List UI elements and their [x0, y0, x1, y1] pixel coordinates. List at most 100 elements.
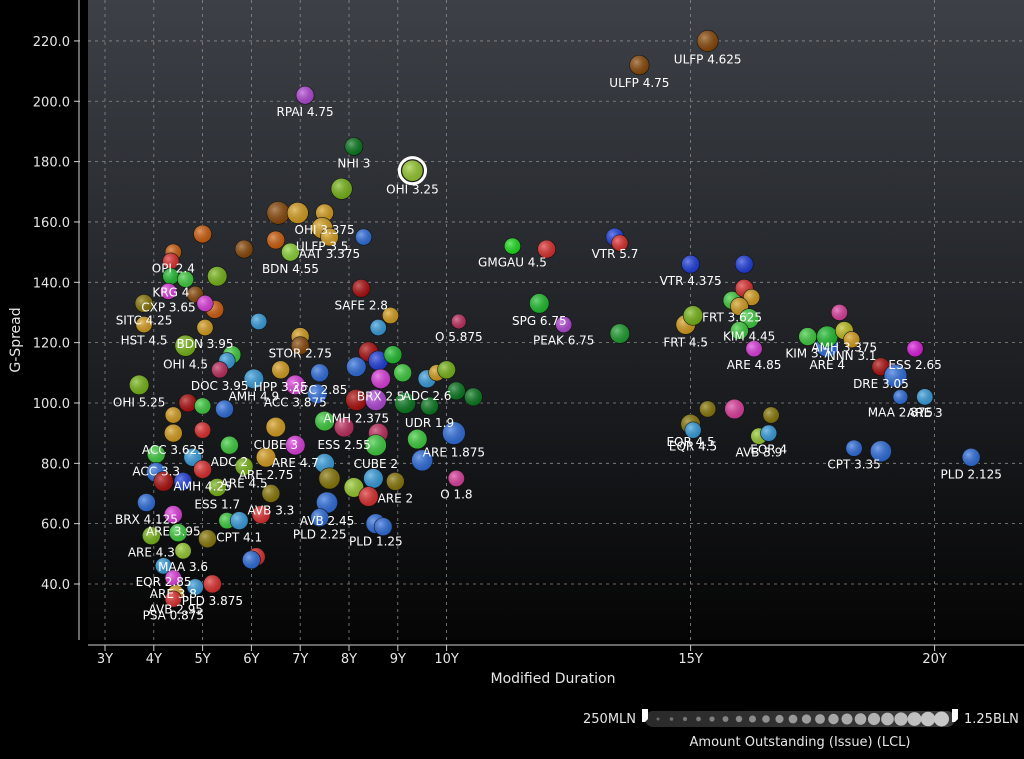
- data-point[interactable]: [503, 237, 521, 255]
- point-marker[interactable]: [609, 323, 630, 344]
- point-marker[interactable]: [355, 228, 373, 246]
- point-marker[interactable]: [346, 356, 367, 377]
- data-point[interactable]: [344, 137, 364, 156]
- point-marker[interactable]: [164, 423, 183, 443]
- data-point[interactable]: [266, 230, 286, 250]
- data-point[interactable]: [760, 424, 778, 442]
- data-point[interactable]: [330, 177, 353, 200]
- data-point[interactable]: [211, 361, 229, 379]
- point-marker[interactable]: [129, 374, 150, 395]
- data-point[interactable]: [609, 323, 630, 344]
- point-marker[interactable]: [629, 54, 650, 76]
- point-marker[interactable]: [286, 202, 309, 224]
- data-point[interactable]: [699, 400, 717, 418]
- data-point[interactable]: [830, 303, 848, 321]
- data-point[interactable]: [464, 387, 483, 407]
- data-point[interactable]: [310, 363, 330, 383]
- point-marker[interactable]: [451, 313, 467, 330]
- point-marker[interactable]: [198, 529, 217, 549]
- data-point[interactable]: [194, 397, 212, 415]
- point-marker[interactable]: [137, 493, 156, 512]
- point-marker[interactable]: [845, 439, 863, 457]
- point-marker[interactable]: [193, 460, 212, 479]
- data-point[interactable]: [271, 360, 290, 380]
- point-marker[interactable]: [178, 393, 198, 413]
- data-point[interactable]: [234, 239, 254, 259]
- point-marker[interactable]: [203, 574, 222, 594]
- point-marker[interactable]: [464, 387, 483, 407]
- point-marker[interactable]: [906, 340, 924, 358]
- data-point[interactable]: [242, 550, 261, 570]
- point-marker[interactable]: [207, 266, 228, 287]
- point-marker[interactable]: [196, 319, 214, 337]
- data-point[interactable]: [358, 486, 379, 507]
- data-point[interactable]: [681, 254, 700, 274]
- data-point[interactable]: [961, 447, 981, 467]
- data-point[interactable]: [351, 279, 371, 298]
- data-point[interactable]: [164, 423, 183, 443]
- point-marker[interactable]: [330, 177, 353, 200]
- data-point[interactable]: [286, 202, 309, 224]
- data-point[interactable]: [845, 439, 863, 457]
- point-marker[interactable]: [916, 388, 934, 406]
- data-point[interactable]: [178, 393, 198, 413]
- point-marker[interactable]: [386, 472, 405, 491]
- point-marker[interactable]: [194, 397, 212, 415]
- data-point[interactable]: [696, 30, 719, 52]
- point-marker[interactable]: [194, 421, 212, 439]
- data-point[interactable]: [203, 574, 222, 594]
- data-point[interactable]: [207, 266, 228, 287]
- point-marker[interactable]: [363, 468, 384, 489]
- data-point[interactable]: [734, 254, 754, 274]
- point-marker[interactable]: [310, 363, 330, 383]
- point-marker[interactable]: [383, 345, 403, 365]
- data-point[interactable]: [447, 469, 465, 487]
- point-marker[interactable]: [271, 360, 290, 380]
- data-point[interactable]: [193, 224, 212, 244]
- data-point[interactable]: [196, 319, 214, 337]
- data-point[interactable]: [198, 529, 217, 549]
- point-marker[interactable]: [164, 406, 182, 424]
- point-marker[interactable]: [724, 398, 745, 420]
- point-marker[interactable]: [211, 361, 229, 379]
- point-marker[interactable]: [373, 517, 393, 536]
- data-point[interactable]: [369, 319, 387, 337]
- point-marker[interactable]: [760, 424, 778, 442]
- data-point[interactable]: [373, 517, 393, 536]
- point-marker[interactable]: [318, 467, 341, 490]
- point-marker[interactable]: [437, 360, 456, 380]
- point-marker[interactable]: [266, 230, 286, 250]
- point-marker[interactable]: [234, 239, 254, 259]
- data-point[interactable]: [906, 340, 924, 358]
- point-marker[interactable]: [242, 550, 261, 570]
- data-point[interactable]: [295, 85, 315, 105]
- point-marker[interactable]: [401, 159, 424, 182]
- point-marker[interactable]: [266, 201, 290, 225]
- data-point[interactable]: [137, 493, 156, 512]
- point-marker[interactable]: [529, 293, 550, 314]
- point-marker[interactable]: [503, 237, 521, 255]
- point-marker[interactable]: [250, 313, 268, 331]
- point-marker[interactable]: [220, 435, 239, 455]
- size-legend-min-handle[interactable]: [642, 709, 648, 722]
- point-marker[interactable]: [358, 486, 379, 507]
- data-point[interactable]: [397, 156, 428, 186]
- data-point[interactable]: [266, 201, 290, 225]
- data-point[interactable]: [916, 388, 934, 406]
- point-marker[interactable]: [447, 469, 465, 487]
- point-marker[interactable]: [892, 389, 909, 405]
- point-marker[interactable]: [961, 447, 981, 467]
- data-point[interactable]: [265, 417, 286, 438]
- data-point[interactable]: [682, 305, 704, 326]
- point-marker[interactable]: [351, 279, 371, 298]
- data-point[interactable]: [196, 294, 214, 312]
- data-point[interactable]: [892, 389, 909, 405]
- point-marker[interactable]: [734, 254, 754, 274]
- data-point[interactable]: [529, 293, 550, 314]
- point-marker[interactable]: [229, 511, 249, 530]
- data-point[interactable]: [250, 313, 268, 331]
- point-marker[interactable]: [265, 417, 286, 438]
- data-point[interactable]: [451, 313, 467, 330]
- point-marker[interactable]: [193, 224, 212, 244]
- point-marker[interactable]: [295, 85, 315, 105]
